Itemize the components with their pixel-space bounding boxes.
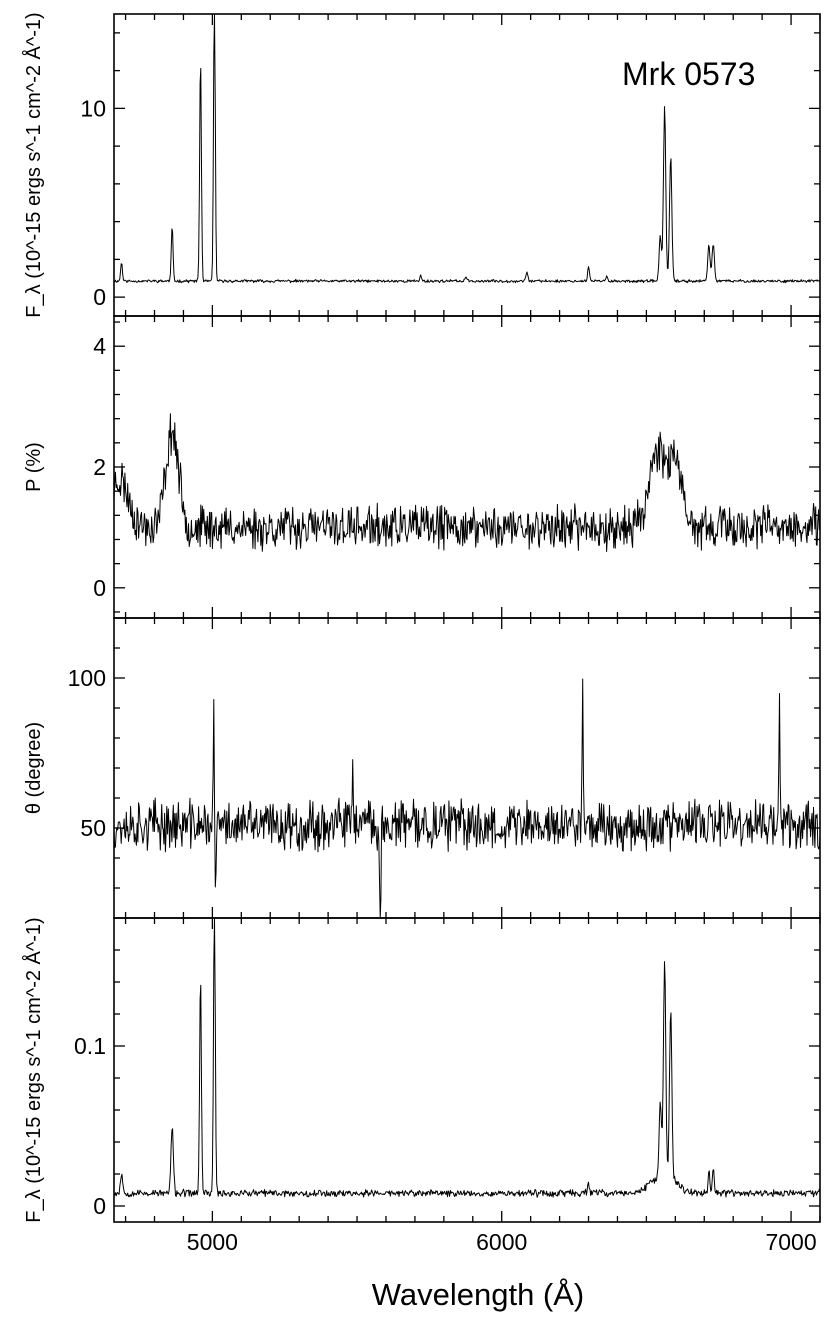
x-tick-label: 5000	[187, 1229, 238, 1255]
panel-frame-2	[113, 315, 821, 619]
y-tick-label: 100	[68, 665, 106, 691]
object-label: Mrk 0573	[622, 56, 755, 92]
panel-frame-3	[113, 617, 821, 919]
y-tick-label: 2	[93, 454, 106, 480]
spectrum-line-panel-3	[113, 678, 821, 919]
y-tick-label: 0	[93, 575, 106, 601]
x-tick-label: 7000	[765, 1229, 816, 1255]
y-axis-title-panel-2: P (%)	[23, 442, 45, 492]
panel-frame-4	[113, 917, 821, 1223]
y-axis-title-panel-3: θ (degree)	[23, 722, 45, 814]
x-axis-title: Wavelength (Å)	[372, 1277, 585, 1312]
x-tick-label: 6000	[476, 1229, 527, 1255]
y-tick-label: 0	[93, 284, 106, 310]
spectrum-line-panel-4	[113, 917, 821, 1198]
y-tick-label: 50	[80, 815, 106, 841]
y-tick-label: 10	[80, 95, 106, 121]
spectrum-line-panel-2	[113, 413, 821, 552]
y-tick-label: 0	[93, 1193, 106, 1219]
y-tick-label: 0.1	[74, 1033, 106, 1059]
y-axis-title-panel-4: F_λ (10^-15 ergs s^-1 cm^-2 Å^-1)	[22, 917, 45, 1222]
y-axis-title-panel-1: F_λ (10^-15 ergs s^-1 cm^-2 Å^-1)	[22, 12, 45, 317]
y-tick-label: 4	[93, 333, 106, 359]
spectrum-line-panel-1	[114, 13, 821, 284]
